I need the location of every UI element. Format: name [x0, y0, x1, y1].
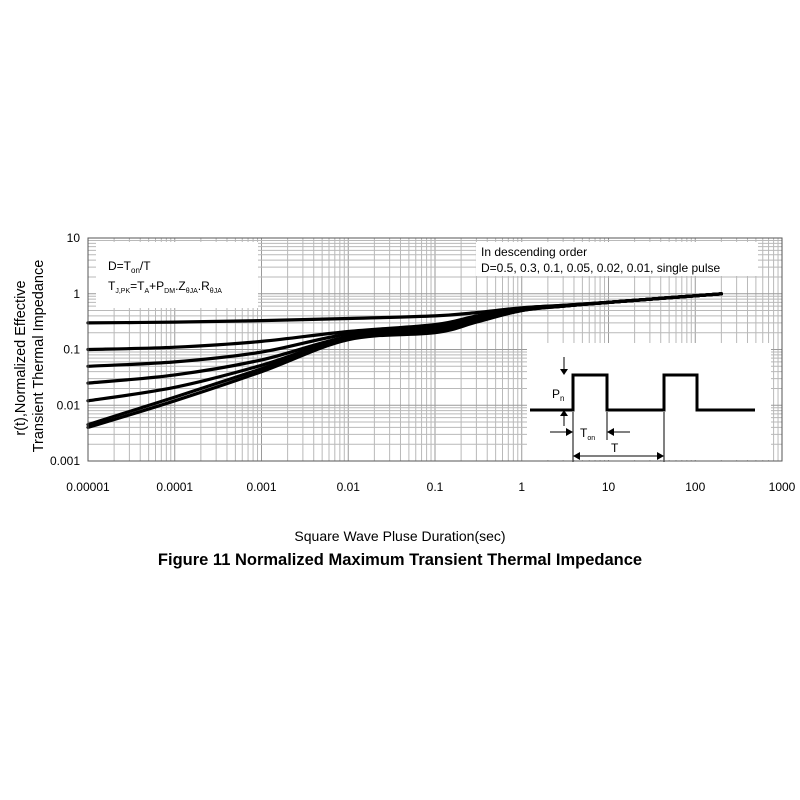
formula-line-2: TJ,PK=TA+PDM.ZθJA.RθJA — [108, 279, 222, 295]
figure-title: Figure 11 Normalized Maximum Transient T… — [157, 551, 643, 569]
formula-part-4: .R — [198, 279, 210, 293]
formula-sub-4: θJA — [210, 288, 222, 295]
formula-sub-3: θJA — [186, 288, 198, 295]
order-line-2: D=0.5, 0.3, 0.1, 0.05, 0.02, 0.01, singl… — [481, 261, 720, 275]
x-tick-label: 0.001 — [246, 480, 276, 494]
formula-box — [96, 242, 258, 308]
formula-d-sub: on — [131, 266, 140, 275]
inset-background — [527, 343, 771, 460]
pulse-waveform — [530, 373, 755, 412]
x-tick-label: 0.0001 — [156, 480, 193, 494]
plot-frame — [87, 237, 783, 462]
x-tick-label: 10 — [602, 480, 616, 494]
y-tick-label: 10 — [67, 231, 81, 245]
y-tick-label: 0.01 — [57, 398, 81, 412]
series-line-6 — [86, 292, 723, 429]
x-tick-label: 0.01 — [337, 480, 361, 494]
formula-part-3: .Z — [175, 279, 186, 293]
order-line-1: In descending order — [481, 245, 587, 259]
formula-part-2: +P — [149, 279, 164, 293]
pm-label: Pn — [552, 387, 564, 403]
t-label: T — [611, 441, 619, 455]
x-tick-label: 100 — [685, 480, 705, 494]
order-box — [476, 242, 758, 276]
x-tick-label: 1000 — [769, 480, 796, 494]
formula-d-base: D=T — [108, 259, 132, 273]
ton-arrowhead-left — [566, 428, 573, 436]
formula-sub-2: DM — [164, 288, 175, 295]
axis-ticks: 0.00001 0.0001 0.001 0.01 0.1 1 10 100 1000 10 1 0.… — [50, 231, 796, 494]
x-axis-label: Square Wave Pluse Duration(sec) — [294, 528, 506, 544]
y-tick-label: 1 — [73, 287, 80, 301]
t-arrowhead-right — [657, 452, 664, 460]
formula-sub-0: J,PK — [115, 288, 130, 295]
ton-arrowhead-right — [607, 428, 614, 436]
series-group — [86, 292, 723, 429]
x-tick-label: 0.00001 — [66, 480, 110, 494]
y-axis-label: r(t),Normalized Effective Transient Ther… — [13, 260, 47, 453]
formula-line-1: D=Ton/T — [108, 259, 151, 275]
pm-arrowhead-bottom — [560, 410, 568, 416]
formula-sub-1: A — [144, 288, 149, 295]
formula-part-1: =T — [130, 279, 145, 293]
x-tick-label: 1 — [518, 480, 525, 494]
ton-label: Ton — [580, 426, 595, 442]
pm-arrowhead-top — [560, 369, 568, 375]
pulse-inset-diagram: Pn Ton T — [527, 343, 771, 462]
y-tick-label: 0.1 — [63, 343, 80, 357]
y-tick-label: 0.001 — [50, 454, 80, 468]
t-arrowhead-left — [573, 452, 580, 460]
formula-part-0: T — [108, 279, 116, 293]
x-tick-label: 0.1 — [427, 480, 444, 494]
formula-d-tail: /T — [140, 259, 151, 273]
